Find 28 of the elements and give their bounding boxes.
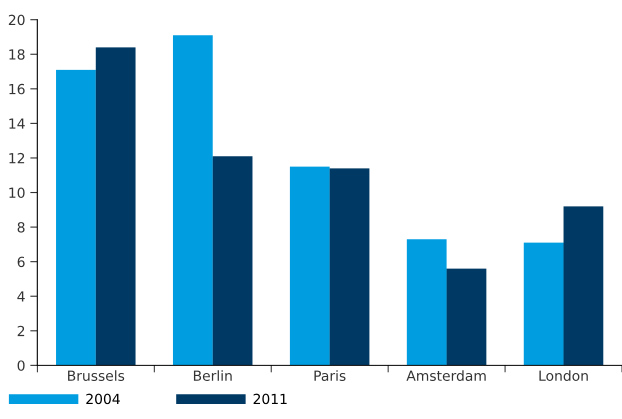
bar [524, 242, 564, 366]
bar [96, 47, 136, 366]
y-tick-label: 12 [9, 152, 24, 164]
x-tick-label: Brussels [68, 370, 124, 381]
x-tick-label: Paris [314, 370, 346, 381]
legend-label: 2011 [254, 394, 287, 404]
y-tick-label: 2 [18, 326, 24, 336]
y-tick-label: 14 [9, 118, 25, 129]
y-tick-label: 10 [9, 188, 25, 198]
x-tick-label: London [539, 370, 588, 381]
bar [172, 35, 213, 366]
y-tick-label: 8 [18, 222, 25, 233]
y-tick-label: 16 [9, 84, 25, 94]
x-tick-label: Amsterdam [406, 370, 486, 381]
bar [56, 70, 96, 366]
bar [330, 168, 370, 366]
legend-label: 2004 [86, 394, 120, 404]
y-tick-label: 20 [8, 14, 25, 26]
bar [446, 268, 486, 366]
y-tick-label: 0 [18, 360, 25, 371]
bar [406, 239, 447, 366]
bar [290, 166, 330, 366]
y-tick-label: 6 [18, 256, 25, 268]
x-tick-label: Berlin [194, 370, 232, 381]
y-tick-label: 4 [17, 291, 25, 302]
bar [564, 206, 604, 366]
y-tick-label: 18 [9, 49, 25, 60]
bar [212, 156, 252, 366]
